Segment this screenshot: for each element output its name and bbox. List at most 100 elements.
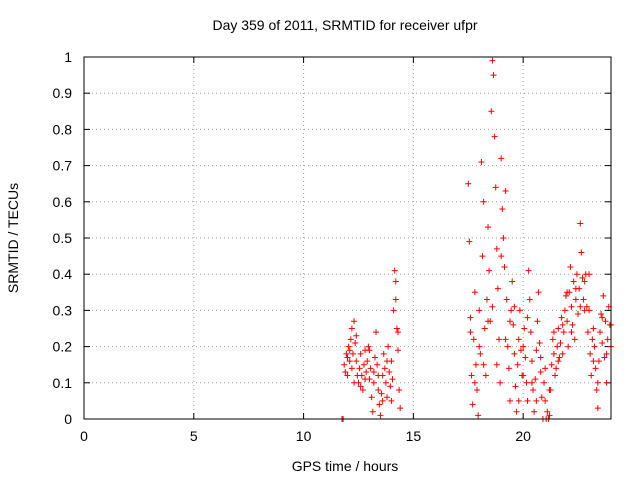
data-point [538, 394, 545, 401]
data-point [560, 329, 567, 336]
data-point [561, 307, 568, 314]
data-point [558, 314, 565, 321]
data-point [481, 325, 488, 332]
data-point [391, 267, 398, 274]
data-point [375, 387, 382, 394]
data-point [349, 350, 356, 357]
data-point [347, 336, 354, 343]
y-tick-label: 0.6 [53, 194, 73, 210]
y-tick-label: 0.5 [53, 230, 73, 246]
data-point [524, 397, 531, 404]
data-point [593, 387, 600, 394]
data-point [523, 379, 530, 386]
plot-border [83, 56, 612, 420]
data-point [381, 365, 388, 372]
data-point [510, 321, 517, 328]
y-tick-label: 0.7 [53, 158, 73, 174]
data-point [506, 397, 513, 404]
y-tick-label: 0.9 [53, 85, 73, 101]
data-point [482, 372, 489, 379]
data-point [498, 155, 505, 162]
data-point [562, 292, 569, 299]
data-point [502, 187, 509, 194]
data-point [583, 303, 590, 310]
data-point [592, 365, 599, 372]
data-point [393, 325, 400, 332]
data-point [577, 220, 584, 227]
data-point [531, 408, 538, 415]
data-point [396, 387, 403, 394]
x-tick-label: 15 [406, 428, 422, 444]
y-tick-label: 0.4 [53, 266, 73, 282]
data-point [506, 318, 513, 325]
data-points [339, 57, 614, 422]
data-point [559, 321, 566, 328]
data-point [480, 361, 487, 368]
data-point [358, 372, 365, 379]
data-point [550, 350, 557, 357]
x-axis-title: GPS time / hours [292, 458, 399, 474]
data-point [492, 184, 499, 191]
data-point [578, 249, 585, 256]
data-point [380, 350, 387, 357]
data-point [387, 383, 394, 390]
data-point [542, 397, 549, 404]
data-point [542, 365, 549, 372]
data-point [346, 347, 353, 354]
data-point [490, 72, 497, 79]
data-point [488, 108, 495, 115]
data-point [351, 318, 358, 325]
data-point [485, 318, 492, 325]
data-point [567, 263, 574, 270]
data-point [527, 329, 534, 336]
data-point [471, 379, 478, 386]
data-point [546, 412, 553, 419]
data-point [483, 296, 490, 303]
data-point [534, 318, 541, 325]
data-point [467, 329, 474, 336]
data-point [503, 296, 510, 303]
data-point [382, 379, 389, 386]
y-tick-label: 0.8 [53, 121, 73, 137]
data-point [564, 318, 571, 325]
data-point [515, 336, 522, 343]
data-point [504, 343, 511, 350]
data-point [515, 397, 522, 404]
data-point [469, 401, 476, 408]
data-point [573, 271, 580, 278]
data-point [489, 57, 496, 64]
data-point [537, 368, 544, 375]
data-point [520, 343, 527, 350]
data-point [388, 397, 395, 404]
data-point [520, 372, 527, 379]
y-tick-label: 1 [64, 49, 72, 65]
data-point [584, 329, 591, 336]
data-point [600, 292, 607, 299]
data-point [374, 361, 381, 368]
data-point [375, 372, 382, 379]
data-point [555, 358, 562, 365]
data-point [590, 358, 597, 365]
data-point [597, 329, 604, 336]
data-point [557, 339, 564, 346]
data-point [395, 329, 402, 336]
data-point [526, 296, 533, 303]
data-point [397, 405, 404, 412]
data-point [581, 307, 588, 314]
data-point [359, 387, 366, 394]
data-point [344, 354, 351, 361]
data-point [357, 350, 364, 357]
data-point [516, 307, 523, 314]
data-point [472, 361, 479, 368]
data-point [544, 408, 551, 415]
data-point [559, 350, 566, 357]
y-tick-label: 0.1 [53, 375, 73, 391]
data-point [343, 350, 350, 357]
data-point [589, 336, 596, 343]
data-point [378, 390, 385, 397]
data-point [511, 350, 518, 357]
data-point [586, 271, 593, 278]
data-point [370, 368, 377, 375]
data-point [591, 343, 598, 350]
